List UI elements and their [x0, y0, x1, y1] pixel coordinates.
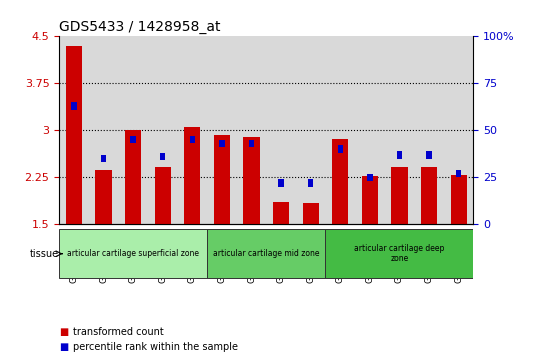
Bar: [273, 203, 289, 224]
Bar: [450, 175, 467, 224]
Bar: [456, 170, 461, 178]
Bar: [421, 167, 437, 224]
Bar: [414, 36, 444, 224]
Bar: [214, 135, 230, 224]
Bar: [308, 179, 313, 187]
Text: ■: ■: [59, 342, 68, 352]
Text: GDS5433 / 1428958_at: GDS5433 / 1428958_at: [59, 20, 221, 34]
Text: ■: ■: [59, 327, 68, 337]
Bar: [243, 137, 260, 224]
Bar: [397, 151, 402, 159]
Bar: [444, 36, 473, 224]
Bar: [131, 136, 136, 143]
Bar: [367, 174, 372, 181]
Bar: [385, 36, 414, 224]
Bar: [237, 36, 266, 224]
Bar: [391, 167, 408, 224]
Bar: [118, 36, 148, 224]
Bar: [95, 170, 112, 224]
Text: percentile rank within the sample: percentile rank within the sample: [73, 342, 238, 352]
Text: transformed count: transformed count: [73, 327, 164, 337]
Bar: [190, 136, 195, 143]
Bar: [249, 140, 254, 147]
Bar: [427, 151, 431, 159]
Bar: [59, 229, 207, 278]
Bar: [279, 179, 284, 187]
Bar: [125, 130, 141, 224]
Bar: [325, 229, 473, 278]
Bar: [59, 36, 89, 224]
Bar: [72, 102, 76, 110]
Bar: [148, 36, 178, 224]
Bar: [89, 36, 118, 224]
Bar: [266, 36, 296, 224]
Bar: [207, 229, 325, 278]
Bar: [220, 140, 224, 147]
Bar: [66, 46, 82, 224]
Bar: [325, 36, 355, 224]
Bar: [362, 176, 378, 224]
Bar: [207, 36, 237, 224]
Text: articular cartilage mid zone: articular cartilage mid zone: [213, 249, 320, 258]
Bar: [338, 145, 343, 153]
Bar: [332, 139, 349, 224]
Bar: [178, 36, 207, 224]
Bar: [160, 153, 165, 160]
Text: articular cartilage superficial zone: articular cartilage superficial zone: [67, 249, 199, 258]
Text: articular cartilage deep
zone: articular cartilage deep zone: [355, 244, 444, 264]
Bar: [154, 167, 171, 224]
Bar: [355, 36, 385, 224]
Text: tissue: tissue: [30, 249, 59, 259]
Bar: [184, 127, 201, 224]
Bar: [101, 155, 106, 162]
Bar: [296, 36, 325, 224]
Bar: [302, 203, 319, 224]
